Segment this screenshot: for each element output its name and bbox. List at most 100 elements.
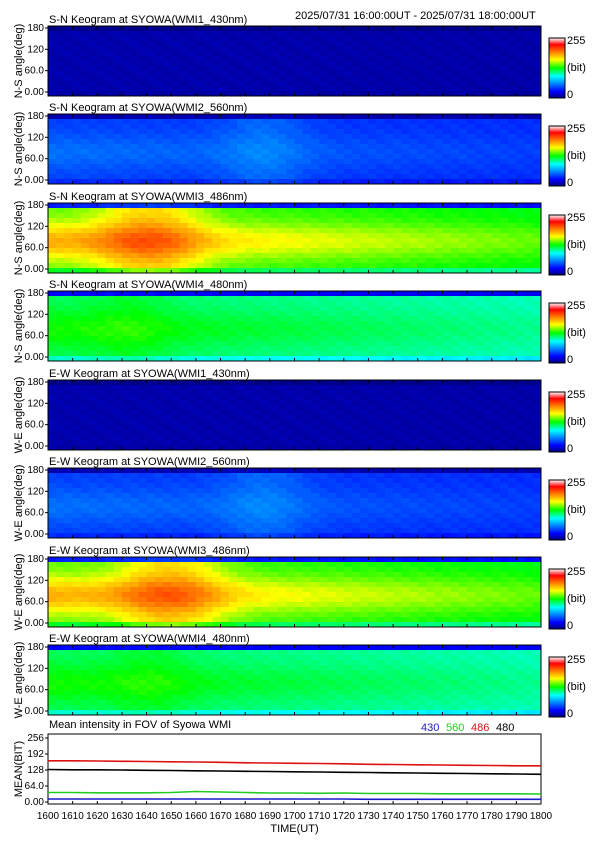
keogram-panel: E-W Keogram at SYOWA(WMI2_560nm)18012060… [13,456,586,543]
keogram-cell [220,513,230,519]
keogram-cell [335,76,345,82]
keogram-cell [458,435,468,441]
keogram-cell [97,119,106,125]
keogram-cell [319,61,328,67]
keogram-cell [310,268,320,274]
keogram-cell [163,311,172,317]
keogram-cell [121,346,131,352]
keogram-cell [286,493,295,499]
keogram-cell [72,425,82,431]
keogram-cell [72,154,82,160]
keogram-cell [236,306,246,312]
keogram-cell [171,420,180,426]
keogram-cell [204,174,213,180]
keogram-cell [319,164,328,170]
keogram-cell [278,31,287,37]
keogram-cell [80,61,90,67]
keogram-cell [343,134,353,140]
keogram-cell [72,258,82,264]
keogram-cell [163,291,172,297]
keogram-cell [335,483,345,489]
keogram-cell [138,218,147,224]
keogram-cell [146,341,156,347]
keogram-cell [409,114,419,120]
keogram-cell [376,31,386,37]
keogram-cell [195,46,205,52]
keogram-cell [483,385,493,391]
keogram-cell [467,243,476,249]
keogram-cell [286,169,295,175]
keogram-cell [508,321,517,327]
keogram-cell [72,336,82,342]
keogram-cell [310,440,320,446]
keogram-cell [409,36,419,42]
keogram-cell [499,41,509,47]
keogram-cell [163,248,172,254]
keogram-cell [269,51,279,57]
keogram-cell [532,415,542,421]
keogram-cell [450,208,460,214]
keogram-cell [163,528,172,534]
keogram-cell [360,253,369,259]
keogram-cell [368,91,378,97]
keogram-cell [450,66,460,72]
keogram-cell [163,149,172,155]
keogram-cell [179,169,189,175]
keogram-cell [532,91,542,97]
keogram-cell [80,159,90,165]
keogram-cell [89,356,98,362]
keogram-cell [146,56,156,62]
keogram-cell [360,291,369,297]
keogram-cell [204,523,213,529]
keogram-cell [294,248,304,254]
keogram-cell [269,523,279,529]
keogram-cell [89,473,98,479]
keogram-cell [343,26,353,32]
keogram-cell [442,159,452,165]
keogram-cell [360,208,369,214]
keogram-cell [442,26,452,32]
keogram-cell [130,51,139,57]
keogram-cell [220,440,230,446]
keogram-cell [508,71,517,77]
keogram-cell [253,154,263,160]
keogram-cell [352,326,361,332]
keogram-cell [524,356,534,362]
keogram-cell [236,154,246,160]
keogram-cell [491,31,501,37]
keogram-cell [475,233,484,239]
keogram-cell [310,311,320,317]
keogram-cell [163,503,172,509]
keogram-cell [113,203,123,209]
keogram-cell [360,238,369,244]
keogram-cell [425,420,435,426]
keogram-cell [48,351,57,357]
keogram-cell [434,346,443,352]
keogram-cell [508,390,517,396]
keogram-cell [343,41,353,47]
keogram-cell [508,356,517,362]
keogram-cell [450,351,460,357]
keogram-cell [253,291,263,297]
keogram-cell [138,129,147,135]
keogram-cell [138,528,147,534]
keogram-cell [245,218,254,224]
keogram-cell [278,321,287,327]
keogram-cell [48,258,57,264]
keogram-cell [212,134,221,140]
keogram-cell [195,415,205,421]
keogram-cell [450,223,460,229]
keogram-cell [294,483,304,489]
keogram-cell [532,400,542,406]
keogram-cell [393,258,402,264]
keogram-cell [48,488,57,494]
keogram-cell [245,306,254,312]
keogram-cell [310,400,320,406]
keogram-cell [245,445,254,451]
keogram-cell [269,326,279,332]
y-tick-label: 120 [27,398,44,409]
keogram-cell [171,326,180,332]
keogram-cell [204,468,213,474]
keogram-cell [220,400,230,406]
keogram-cell [64,316,74,322]
